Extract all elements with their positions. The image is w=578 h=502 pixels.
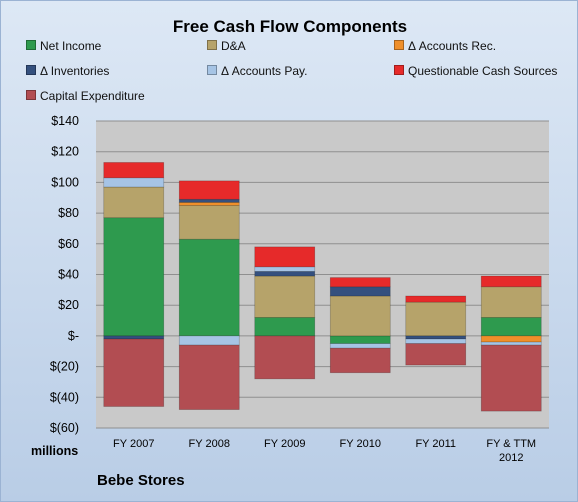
bar-segment — [329, 343, 391, 349]
legend-swatch — [26, 65, 36, 75]
bar-segment — [329, 335, 391, 344]
x-tick-label: FY 2009 — [264, 438, 305, 450]
bar-segment — [480, 335, 542, 343]
y-tick-label: $80 — [58, 206, 79, 220]
bar-segment — [103, 162, 165, 179]
legend-swatch — [207, 40, 217, 50]
bar-segment — [254, 271, 316, 277]
legend-label: D&A — [221, 39, 246, 53]
bar-segment — [103, 186, 165, 219]
bar-segment — [254, 246, 316, 268]
y-tick-label: $(20) — [50, 360, 79, 374]
bar-segment — [480, 317, 542, 337]
legend-item: D&A — [207, 39, 246, 53]
legend-label: Capital Expenditure — [40, 89, 145, 103]
bar-segment — [329, 295, 391, 337]
bar-segment — [329, 277, 391, 288]
legend-swatch — [394, 65, 404, 75]
bar-segment — [178, 335, 240, 346]
bar-segment — [103, 338, 165, 407]
bar-segment — [178, 202, 240, 206]
bar-segment — [103, 217, 165, 337]
legend-item: Capital Expenditure — [26, 89, 145, 103]
bar-segment — [405, 335, 467, 340]
y-tick-label: $100 — [51, 175, 79, 189]
bar-segment — [405, 301, 467, 337]
bar-segment — [329, 286, 391, 297]
bar-segment — [405, 343, 467, 366]
legend-item: Questionable Cash Sources — [394, 64, 557, 78]
bar-segment — [178, 180, 240, 200]
bar-segment — [480, 341, 542, 346]
legend-label: Δ Accounts Rec. — [408, 39, 497, 53]
y-tick-label: $120 — [51, 145, 79, 159]
legend-swatch — [207, 65, 217, 75]
y-tick-label: $40 — [58, 268, 79, 282]
bar-segment — [254, 317, 316, 337]
legend-item: Δ Accounts Pay. — [207, 64, 308, 78]
y-tick-label: $(40) — [50, 390, 79, 404]
y-tick-label: $140 — [51, 114, 79, 128]
x-tick-label: FY 2010 — [340, 438, 381, 450]
legend-swatch — [394, 40, 404, 50]
company-label: Bebe Stores — [97, 472, 185, 489]
bar-segment — [178, 238, 240, 337]
bar-segment — [329, 347, 391, 374]
y-tick-label: $60 — [58, 237, 79, 251]
bar-segment — [480, 286, 542, 318]
bar-segment — [254, 275, 316, 318]
legend-label: Δ Inventories — [40, 64, 110, 78]
x-tick-label: FY & TTM — [486, 438, 536, 450]
x-tick-label: FY 2008 — [189, 438, 230, 450]
y-tick-label: $(60) — [50, 421, 79, 435]
bar-segment — [178, 344, 240, 410]
legend-item: Δ Inventories — [26, 64, 109, 78]
bar-segment — [254, 335, 316, 380]
bar-segment — [480, 344, 542, 412]
legend-swatch — [26, 40, 36, 50]
bar-segment — [405, 338, 467, 344]
bar-segment — [405, 295, 467, 303]
units-label: millions — [31, 444, 79, 458]
legend-label: Questionable Cash Sources — [408, 64, 558, 78]
y-tick-label: $20 — [58, 298, 79, 312]
bar-segment — [178, 205, 240, 240]
x-tick-label: FY 2007 — [113, 438, 154, 450]
legend-swatch — [26, 90, 36, 100]
bar-segment — [254, 266, 316, 272]
legend-label: Δ Accounts Pay. — [221, 64, 308, 78]
x-tick-label: 2012 — [499, 452, 523, 464]
chart-title: Free Cash Flow Components — [172, 17, 408, 36]
bar-segment — [480, 275, 542, 288]
bar-segment — [103, 335, 165, 340]
bar-segment — [178, 198, 240, 203]
x-tick-label: FY 2011 — [415, 438, 456, 450]
legend-label: Net Income — [40, 39, 102, 53]
legend-item: Net Income — [26, 39, 101, 53]
bar-segment — [103, 177, 165, 188]
y-tick-label: $- — [68, 329, 79, 343]
legend-item: Δ Accounts Rec. — [394, 39, 496, 53]
